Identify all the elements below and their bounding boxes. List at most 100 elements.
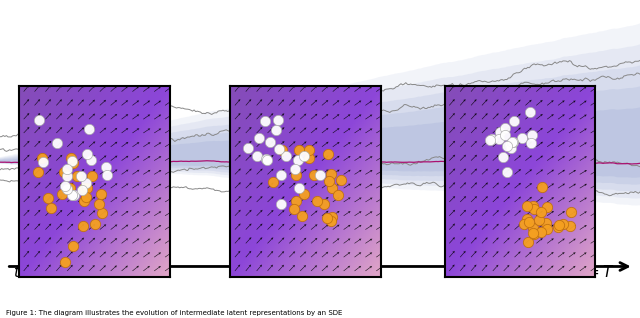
Point xyxy=(60,184,70,189)
Point xyxy=(294,185,304,190)
Point xyxy=(81,180,91,185)
Point xyxy=(268,179,278,184)
Point xyxy=(309,173,319,178)
Point xyxy=(292,157,303,162)
Point xyxy=(528,203,538,208)
Point xyxy=(498,155,508,160)
Point xyxy=(76,173,86,178)
Point xyxy=(527,133,538,138)
Point xyxy=(277,147,287,152)
Point xyxy=(326,171,336,176)
Point xyxy=(86,157,97,162)
Point xyxy=(96,192,106,197)
Point xyxy=(46,206,56,211)
Point xyxy=(252,153,262,158)
Point xyxy=(296,213,307,218)
Point xyxy=(261,157,271,162)
Text: $t=0$: $t=0$ xyxy=(13,264,48,280)
Point xyxy=(294,148,305,153)
Point xyxy=(536,210,547,215)
Point xyxy=(34,117,44,122)
Point xyxy=(327,214,337,219)
Point xyxy=(65,185,75,190)
Point xyxy=(265,140,275,145)
Point xyxy=(322,215,332,220)
Point xyxy=(56,192,67,197)
Point xyxy=(518,222,529,227)
Point xyxy=(67,158,77,163)
Point xyxy=(276,172,286,177)
Point xyxy=(509,118,520,123)
Point xyxy=(484,137,495,142)
Point xyxy=(314,173,324,178)
Point xyxy=(565,223,575,228)
Point xyxy=(529,231,539,236)
Point xyxy=(522,217,532,222)
Point xyxy=(523,239,533,245)
Point xyxy=(59,169,69,174)
Point xyxy=(68,192,79,197)
Point xyxy=(281,154,291,159)
Point xyxy=(81,195,92,200)
Point xyxy=(298,153,308,158)
Text: $t=T$: $t=T$ xyxy=(578,264,615,280)
Point xyxy=(525,109,535,114)
Point xyxy=(541,220,551,225)
Point xyxy=(101,165,111,170)
Point xyxy=(291,198,301,203)
Point xyxy=(271,127,282,132)
Point xyxy=(507,140,517,145)
Point xyxy=(542,226,552,231)
Point xyxy=(502,170,513,175)
Point xyxy=(500,126,511,131)
Point xyxy=(62,173,72,178)
Point xyxy=(37,156,47,161)
Point xyxy=(102,172,113,177)
Point xyxy=(82,151,92,156)
Point xyxy=(324,179,334,184)
Point xyxy=(487,137,497,142)
Point xyxy=(87,174,97,179)
Point xyxy=(533,217,543,222)
Point xyxy=(554,223,564,228)
Point xyxy=(273,118,284,123)
Point xyxy=(304,148,314,153)
Point xyxy=(289,206,299,211)
Point xyxy=(260,119,270,124)
Point xyxy=(504,142,515,147)
Point xyxy=(290,167,300,172)
Point xyxy=(537,184,547,190)
Point xyxy=(66,155,76,160)
Point xyxy=(68,160,78,165)
Point xyxy=(97,210,107,215)
Point xyxy=(33,170,44,175)
Point xyxy=(326,218,336,224)
Point xyxy=(319,202,329,207)
Point xyxy=(78,224,88,229)
Point xyxy=(508,139,518,144)
Point xyxy=(78,198,88,204)
Point xyxy=(527,225,538,230)
Point xyxy=(494,136,504,141)
Point xyxy=(94,201,104,206)
Point xyxy=(38,160,48,165)
Point xyxy=(312,199,322,204)
Point xyxy=(291,172,301,177)
Point xyxy=(333,193,343,198)
Point xyxy=(529,206,540,211)
Point xyxy=(79,186,89,191)
Point xyxy=(327,186,337,191)
Point xyxy=(62,186,72,191)
Point xyxy=(525,140,536,145)
Point xyxy=(299,192,309,197)
Point xyxy=(506,145,516,150)
Point xyxy=(522,204,532,209)
Point xyxy=(557,221,568,226)
Point xyxy=(517,135,527,141)
Point xyxy=(273,147,284,152)
Text: Figure 1: The diagram illustrates the evolution of intermediate latent represent: Figure 1: The diagram illustrates the ev… xyxy=(6,310,343,316)
Point xyxy=(77,188,88,193)
Point xyxy=(527,230,538,235)
Point xyxy=(536,229,547,234)
Point xyxy=(62,166,72,171)
